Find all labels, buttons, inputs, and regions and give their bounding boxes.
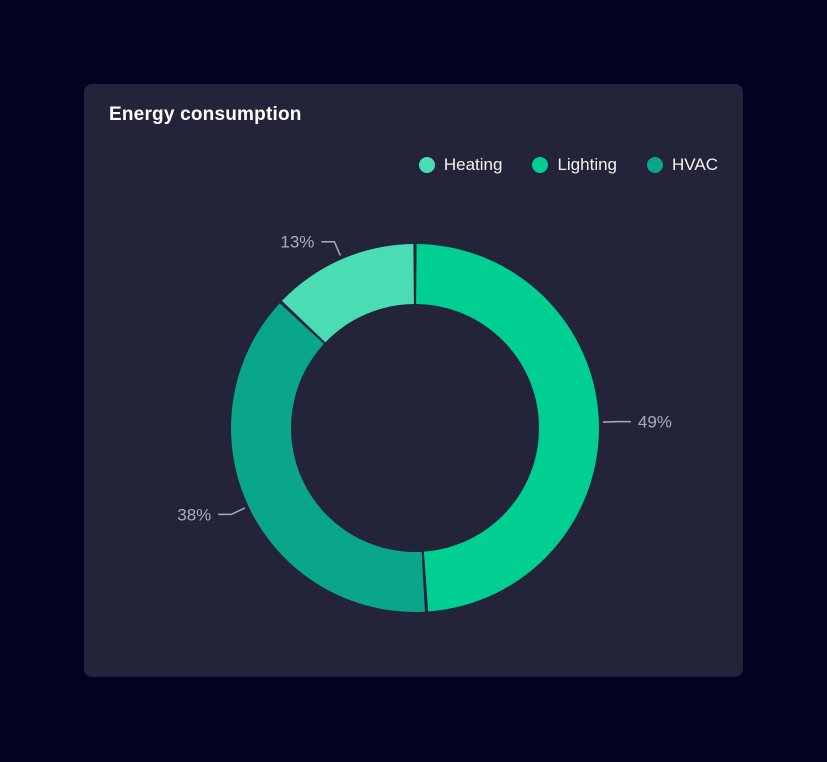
legend-dot-heating [418, 156, 435, 173]
legend-dot-lighting [532, 156, 549, 173]
donut-segment-hvac[interactable] [231, 303, 425, 612]
legend-label-hvac: HVAC [672, 155, 718, 174]
chart-card: Energy consumption Heating Lighting HVAC 1… [84, 84, 743, 677]
legend-label-lighting: Lighting [557, 155, 618, 174]
label-line-heating [321, 240, 341, 256]
chart-legend: Heating Lighting HVAC [418, 155, 718, 174]
legend-dot-hvac [647, 156, 664, 173]
slice-label-lighting: 49% [638, 413, 672, 432]
legend-item-lighting[interactable]: Lighting [532, 156, 617, 173]
legend-item-hvac[interactable]: HVAC [647, 156, 718, 173]
legend-item-heating[interactable]: Heating [418, 155, 503, 174]
legend-label-heating: Heating [443, 155, 503, 174]
card-title: Energy consumption [109, 104, 302, 125]
donut-labels: 13% 49% 38% [177, 233, 672, 525]
label-line-lighting [602, 420, 631, 423]
donut-segment-lighting[interactable] [416, 244, 599, 612]
donut-segments [231, 244, 599, 612]
slice-label-hvac: 38% [177, 505, 211, 524]
donut-chart: 13% 49% 38% [177, 233, 672, 612]
slice-label-heating: 13% [280, 233, 314, 252]
donut-segment-heating[interactable] [281, 244, 414, 343]
label-line-hvac [218, 507, 246, 516]
